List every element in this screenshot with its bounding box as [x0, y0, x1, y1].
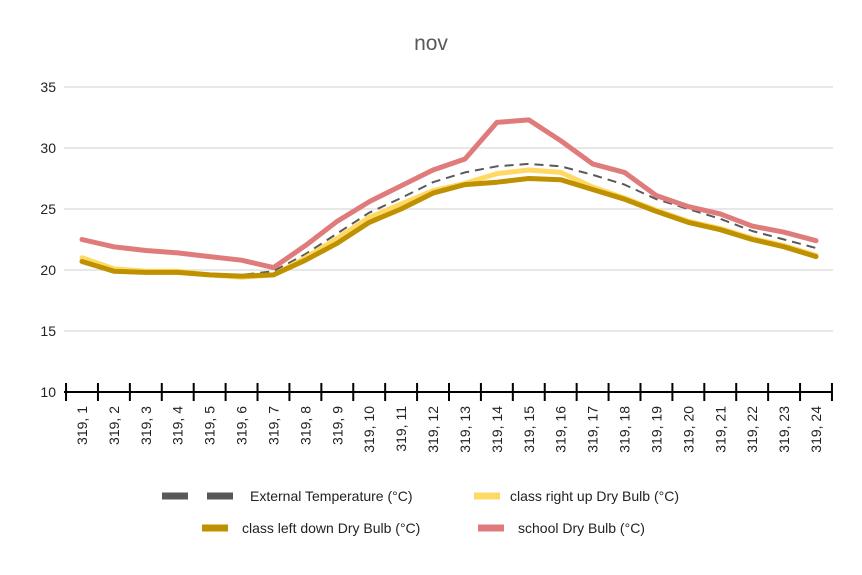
x-tick-label: 319, 12 — [425, 406, 441, 453]
x-tick-label: 319, 6 — [234, 406, 250, 445]
x-tick-label: 319, 20 — [680, 406, 696, 453]
x-tick-label: 319, 24 — [808, 406, 824, 453]
x-tick-label: 319, 8 — [297, 406, 313, 445]
legend-label: class left down Dry Bulb (°C) — [242, 520, 420, 536]
y-tick-label: 10 — [40, 384, 56, 400]
y-tick-label: 20 — [40, 262, 56, 278]
x-tick-label: 319, 19 — [648, 406, 664, 453]
x-tick-label: 319, 9 — [329, 406, 345, 445]
x-tick-label: 319, 22 — [744, 406, 760, 453]
x-tick-label: 319, 16 — [553, 406, 569, 453]
x-tick-label: 319, 10 — [361, 406, 377, 453]
x-tick-label: 319, 21 — [712, 406, 728, 453]
x-tick-label: 319, 5 — [202, 406, 218, 445]
series-lines — [79, 117, 819, 280]
y-tick-label: 35 — [40, 79, 56, 95]
x-tick-label: 319, 17 — [585, 406, 601, 453]
legend-label: school Dry Bulb (°C) — [518, 520, 645, 536]
legend-label: External Temperature (°C) — [250, 488, 413, 504]
x-tick-label: 319, 15 — [521, 406, 537, 453]
y-tick-label: 30 — [40, 140, 56, 156]
legend-label: class right up Dry Bulb (°C) — [510, 488, 679, 504]
x-tick-label: 319, 2 — [106, 406, 122, 445]
x-tick-label: 319, 3 — [138, 406, 154, 445]
x-tick-label: 319, 7 — [265, 406, 281, 445]
y-tick-label: 25 — [40, 201, 56, 217]
x-tick-label: 319, 13 — [457, 406, 473, 453]
x-tick-label: 319, 14 — [489, 406, 505, 453]
x-tick-label: 319, 11 — [393, 406, 409, 452]
series-line-3 — [79, 176, 819, 279]
y-tick-label: 15 — [40, 323, 56, 339]
axes: 10 15 20 25 30 35 319, 1 319, 2 319, 3 319, 4 319,… — [40, 79, 833, 453]
x-tick-label: 319, 4 — [170, 406, 186, 445]
legend: External Temperature (°C) class right up … — [162, 488, 679, 536]
x-tick-label: 319, 18 — [617, 406, 633, 453]
chart-title: nov — [414, 32, 448, 55]
gridlines — [64, 86, 833, 332]
x-tick-label: 319, 23 — [776, 406, 792, 453]
series-line-4 — [79, 117, 819, 271]
x-tick-label: 319, 1 — [74, 406, 90, 445]
